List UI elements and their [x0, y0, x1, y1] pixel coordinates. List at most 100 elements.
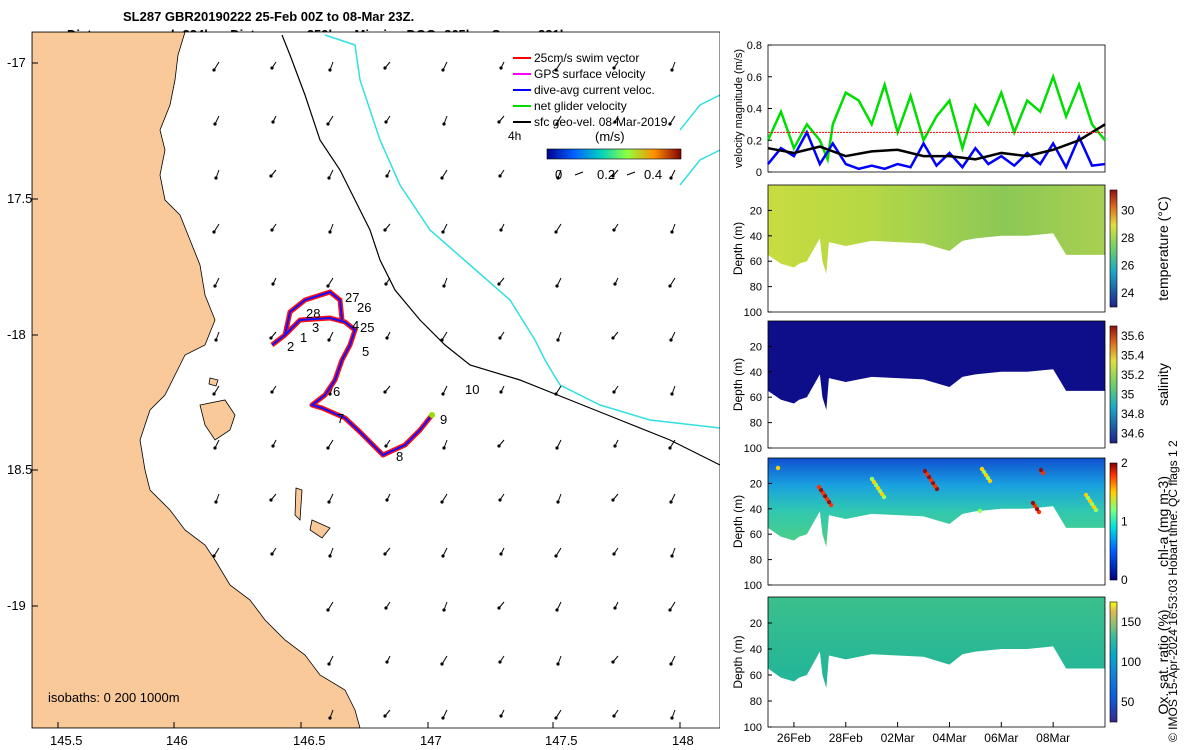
- day-label: 26: [357, 300, 371, 315]
- speed-colorbar: [546, 148, 682, 160]
- day-label: 8: [396, 449, 403, 464]
- colorbar-tick: 100: [1121, 655, 1141, 669]
- day-label: 3: [312, 320, 319, 335]
- map-x-tick: 145.5: [50, 733, 83, 748]
- profile-section: [768, 321, 1105, 410]
- map-x-tick: 146: [166, 733, 188, 748]
- depth-tick: 20: [750, 618, 762, 630]
- depth-tick: 100: [744, 580, 762, 592]
- property-colorbar: [1109, 601, 1118, 723]
- velocity-y-tick: 0.8: [747, 40, 762, 52]
- day-label: 4: [352, 318, 359, 333]
- title-line-1: SL287 GBR20190222 25-Feb 00Z to 08-Mar 2…: [123, 9, 415, 24]
- map-y-tick: 17.5: [7, 191, 32, 206]
- time-tick: 28Feb: [829, 731, 863, 745]
- depth-tick: 80: [750, 555, 762, 567]
- depth-tick: 40: [750, 644, 762, 656]
- colorbar-tick: 50: [1121, 695, 1135, 709]
- shelf-edge-isobath: [679, 149, 720, 186]
- day-label: 1: [300, 330, 307, 345]
- property-colorbar: [1109, 325, 1118, 444]
- colorbar-label: chl-a (mg m-3): [1155, 476, 1171, 567]
- depth-tick: 80: [750, 282, 762, 294]
- isobath-200m: [281, 34, 720, 466]
- legend-entry: sfc geo-vel. 08-Mar-2019: [534, 115, 668, 129]
- velocity-y-tick: 0.6: [747, 72, 762, 84]
- day-label: 27: [345, 290, 359, 305]
- legend-entry: GPS surface velocity: [534, 67, 645, 81]
- colorbar-tick: 35.6: [1121, 329, 1145, 343]
- depth-tick: 80: [750, 418, 762, 430]
- velocity-ylabel: velocity magnitude (m/s): [733, 49, 745, 168]
- depth-tick: 40: [750, 367, 762, 379]
- colorbar-label: temperature (°C): [1155, 196, 1171, 300]
- depth-tick: 60: [750, 529, 762, 541]
- time-axis: 26Feb 28Feb 02Mar 04Mar 06Mar 08Mar: [777, 722, 1070, 745]
- property-colorbar: [1109, 462, 1118, 581]
- depth-tick: 100: [744, 307, 762, 319]
- shelf-edge-isobath: [324, 34, 720, 429]
- glider-track: [270, 289, 435, 458]
- map-x-tick: 147: [420, 733, 442, 748]
- shelf-edge-isobath: [679, 94, 720, 131]
- depth-tick: 60: [750, 392, 762, 404]
- legend-4h-label: 4h: [508, 129, 521, 143]
- depth-tick: 100: [744, 722, 762, 734]
- map-y-tick: -19: [7, 598, 26, 613]
- time-tick: 06Mar: [984, 731, 1018, 745]
- map-y-tick: -18: [7, 327, 26, 342]
- colorbar-tick: 28: [1121, 231, 1135, 245]
- profile-section: [768, 597, 1105, 688]
- legend-entry: 25cm/s swim vector: [534, 51, 639, 65]
- velocity-y-tick: 0: [756, 167, 762, 179]
- colorbar-tick: 0: [1121, 573, 1128, 587]
- depth-ylabel: Depth (m): [731, 222, 745, 275]
- depth-tick: 40: [750, 231, 762, 243]
- depth-tick: 100: [744, 443, 762, 455]
- day-label: 25: [360, 320, 374, 335]
- depth-tick: 20: [750, 205, 762, 217]
- profile-section: [768, 185, 1105, 274]
- colorbar-tick: 34.8: [1121, 407, 1145, 421]
- depth-ylabel: Depth (m): [731, 358, 745, 411]
- colorbar-tick: 150: [1121, 615, 1141, 629]
- time-tick: 26Feb: [777, 731, 811, 745]
- day-label: 5: [362, 344, 369, 359]
- isobaths-note: isobaths: 0 200 1000m: [48, 690, 180, 705]
- map-x-tick: 147.5: [545, 733, 578, 748]
- depth-tick: 20: [750, 478, 762, 490]
- colorbar-label: Ox. sat. ratio (%): [1155, 609, 1171, 714]
- depth-tick: 80: [750, 696, 762, 708]
- day-label: 9: [440, 412, 447, 427]
- legend-entry: net glider velocity: [534, 99, 627, 113]
- island: [309, 519, 331, 539]
- time-tick: 08Mar: [1036, 731, 1070, 745]
- colorbar-tick: 26: [1121, 259, 1135, 273]
- colorbar-tick: 35.2: [1121, 368, 1145, 382]
- time-tick: 02Mar: [881, 731, 915, 745]
- map-legend: 25cm/s swim vector GPS surface velocity di…: [508, 51, 682, 182]
- map-y-tick: -17: [7, 55, 26, 70]
- colorbar-tick: 1: [1121, 515, 1128, 529]
- map-x-tick: 148: [672, 733, 694, 748]
- velocity-y-tick: 0.2: [747, 135, 762, 147]
- colorbar-tick: 34.6: [1121, 426, 1145, 440]
- velocity-series-line: [766, 72, 1106, 164]
- day-label: 7: [337, 411, 344, 426]
- colorbar-tick: 2: [1121, 456, 1128, 470]
- day-label: 28: [306, 306, 320, 321]
- velocity-series-line: [767, 123, 1106, 161]
- depth-tick: 40: [750, 504, 762, 516]
- island: [199, 399, 236, 441]
- property-colorbar: [1109, 189, 1118, 308]
- map-x-tick: 146.5: [293, 733, 326, 748]
- depth-ylabel: Depth (m): [731, 495, 745, 548]
- velocity-y-tick: 0.4: [747, 104, 762, 116]
- depth-tick: 20: [750, 341, 762, 353]
- day-label: 2: [287, 339, 294, 354]
- profile-section: [768, 458, 1105, 547]
